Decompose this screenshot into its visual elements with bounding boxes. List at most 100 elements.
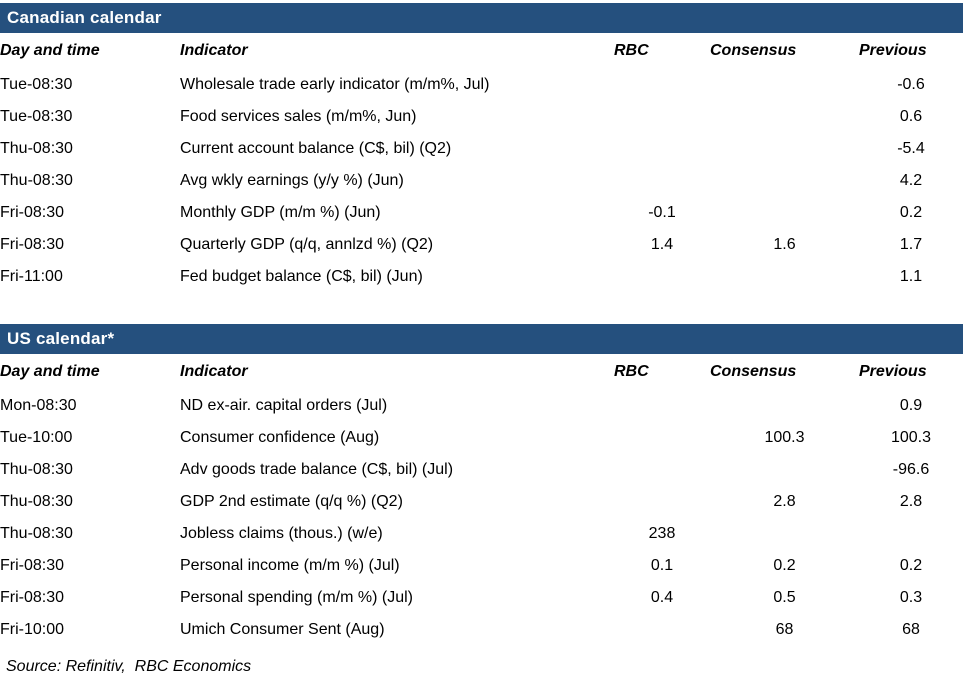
cell-rbc: [614, 133, 710, 165]
cell-day-time: Fri-08:30: [0, 557, 65, 574]
section-title: Canadian calendar: [7, 8, 162, 27]
section-gap: [0, 293, 963, 324]
table-row: Thu-08:30 GDP 2nd estimate (q/q %) (Q2) …: [0, 486, 963, 518]
cell-indicator: Quarterly GDP (q/q, annlzd %) (Q2): [180, 236, 434, 253]
table-row: Thu-08:30 Current account balance (C$, b…: [0, 133, 963, 165]
cell-consensus: 2.8: [773, 493, 796, 510]
cell-previous: 0.3: [899, 589, 923, 606]
cell-previous: 0.6: [899, 108, 923, 125]
column-header-indicator: Indicator: [180, 42, 248, 59]
table-row: Tue-08:30 Wholesale trade early indicato…: [0, 69, 963, 101]
table-row: Fri-08:30 Monthly GDP (m/m %) (Jun) -0.1…: [0, 197, 963, 229]
cell-previous: 4.2: [899, 172, 923, 189]
cell-consensus: 68: [775, 621, 794, 638]
cell-day-time: Thu-08:30: [0, 461, 73, 478]
cell-indicator: Food services sales (m/m%, Jun): [180, 108, 417, 125]
table-row: Thu-08:30 Avg wkly earnings (y/y %) (Jun…: [0, 165, 963, 197]
cell-previous: 1.1: [899, 268, 923, 285]
column-header-previous: Previous: [859, 363, 927, 380]
us-calendar-section: US calendar* Day and time Indicator RBC …: [0, 324, 963, 646]
cell-previous: 0.9: [899, 397, 923, 414]
cell-day-time: Thu-08:30: [0, 525, 73, 542]
cell-rbc: [614, 614, 710, 646]
cell-previous: 1.7: [899, 236, 923, 253]
canadian-calendar-table: Day and time Indicator RBC Consensus Pre…: [0, 33, 963, 293]
column-header-consensus: Consensus: [710, 363, 797, 380]
table-row: Thu-08:30 Adv goods trade balance (C$, b…: [0, 454, 963, 486]
cell-consensus: 1.6: [773, 236, 796, 253]
cell-indicator: Umich Consumer Sent (Aug): [180, 621, 385, 638]
table-row: Mon-08:30 ND ex-air. capital orders (Jul…: [0, 390, 963, 422]
cell-previous: -0.6: [897, 76, 925, 93]
cell-rbc: 1.4: [650, 236, 674, 253]
cell-consensus: [710, 69, 859, 101]
cell-rbc: [614, 486, 710, 518]
cell-day-time: Fri-08:30: [0, 204, 65, 221]
cell-day-time: Tue-10:00: [0, 429, 73, 446]
cell-rbc: 238: [648, 525, 676, 542]
cell-day-time: Tue-08:30: [0, 76, 73, 93]
column-header-rbc: RBC: [614, 363, 649, 380]
cell-indicator: ND ex-air. capital orders (Jul): [180, 397, 388, 414]
cell-indicator: Fed budget balance (C$, bil) (Jun): [180, 268, 423, 285]
cell-previous: -96.6: [892, 461, 930, 478]
cell-day-time: Thu-08:30: [0, 172, 73, 189]
cell-previous: 0.2: [899, 557, 923, 574]
canadian-calendar-title-bar: Canadian calendar: [0, 3, 963, 33]
cell-indicator: Wholesale trade early indicator (m/m%, J…: [180, 76, 490, 93]
cell-indicator: Personal income (m/m %) (Jul): [180, 557, 400, 574]
column-header-rbc: RBC: [614, 42, 649, 59]
cell-consensus: [710, 261, 859, 293]
cell-consensus: 0.5: [773, 589, 796, 606]
cell-rbc: [614, 101, 710, 133]
cell-indicator: Current account balance (C$, bil) (Q2): [180, 140, 452, 157]
cell-rbc: [614, 422, 710, 454]
cell-indicator: GDP 2nd estimate (q/q %) (Q2): [180, 493, 403, 510]
cell-consensus: [710, 518, 859, 550]
cell-indicator: Avg wkly earnings (y/y %) (Jun): [180, 172, 404, 189]
cell-day-time: Fri-11:00: [0, 268, 63, 285]
table-row: Fri-10:00 Umich Consumer Sent (Aug) 68 6…: [0, 614, 963, 646]
cell-consensus: [710, 390, 859, 422]
cell-rbc: -0.1: [648, 204, 676, 221]
us-calendar-table: Day and time Indicator RBC Consensus Pre…: [0, 354, 963, 646]
column-header-consensus: Consensus: [710, 42, 797, 59]
cell-day-time: Tue-08:30: [0, 108, 73, 125]
column-header-indicator: Indicator: [180, 363, 248, 380]
cell-previous: 68: [902, 621, 920, 638]
canadian-calendar-section: Canadian calendar Day and time Indicator…: [0, 3, 963, 293]
cell-indicator: Monthly GDP (m/m %) (Jun): [180, 204, 381, 221]
cell-previous: 0.2: [899, 204, 923, 221]
cell-indicator: Jobless claims (thous.) (w/e): [180, 525, 383, 542]
table-row: Fri-08:30 Personal spending (m/m %) (Jul…: [0, 582, 963, 614]
column-header-row: Day and time Indicator RBC Consensus Pre…: [0, 33, 963, 69]
cell-rbc: 0.1: [650, 557, 674, 574]
cell-rbc: [614, 390, 710, 422]
cell-previous: [859, 518, 963, 550]
cell-day-time: Fri-08:30: [0, 236, 65, 253]
table-row: Fri-11:00 Fed budget balance (C$, bil) (…: [0, 261, 963, 293]
source-note: Source: Refinitiv, RBC Economics: [6, 658, 252, 675]
column-header-row: Day and time Indicator RBC Consensus Pre…: [0, 354, 963, 390]
cell-day-time: Fri-10:00: [0, 621, 65, 638]
section-title: US calendar*: [7, 329, 115, 348]
column-header-day-time: Day and time: [0, 42, 100, 59]
cell-previous: 100.3: [890, 429, 932, 446]
cell-consensus: [710, 197, 859, 229]
us-calendar-title-bar: US calendar*: [0, 324, 963, 354]
cell-consensus: [710, 101, 859, 133]
cell-consensus: 100.3: [764, 429, 805, 446]
table-row: Tue-10:00 Consumer confidence (Aug) 100.…: [0, 422, 963, 454]
table-row: Tue-08:30 Food services sales (m/m%, Jun…: [0, 101, 963, 133]
table-row: Fri-08:30 Quarterly GDP (q/q, annlzd %) …: [0, 229, 963, 261]
cell-consensus: [710, 133, 859, 165]
cell-previous: 2.8: [899, 493, 923, 510]
cell-day-time: Thu-08:30: [0, 140, 73, 157]
cell-rbc: [614, 454, 710, 486]
cell-indicator: Consumer confidence (Aug): [180, 429, 380, 446]
cell-indicator: Adv goods trade balance (C$, bil) (Jul): [180, 461, 454, 478]
cell-rbc: [614, 261, 710, 293]
cell-day-time: Mon-08:30: [0, 397, 77, 414]
column-header-day-time: Day and time: [0, 363, 100, 380]
